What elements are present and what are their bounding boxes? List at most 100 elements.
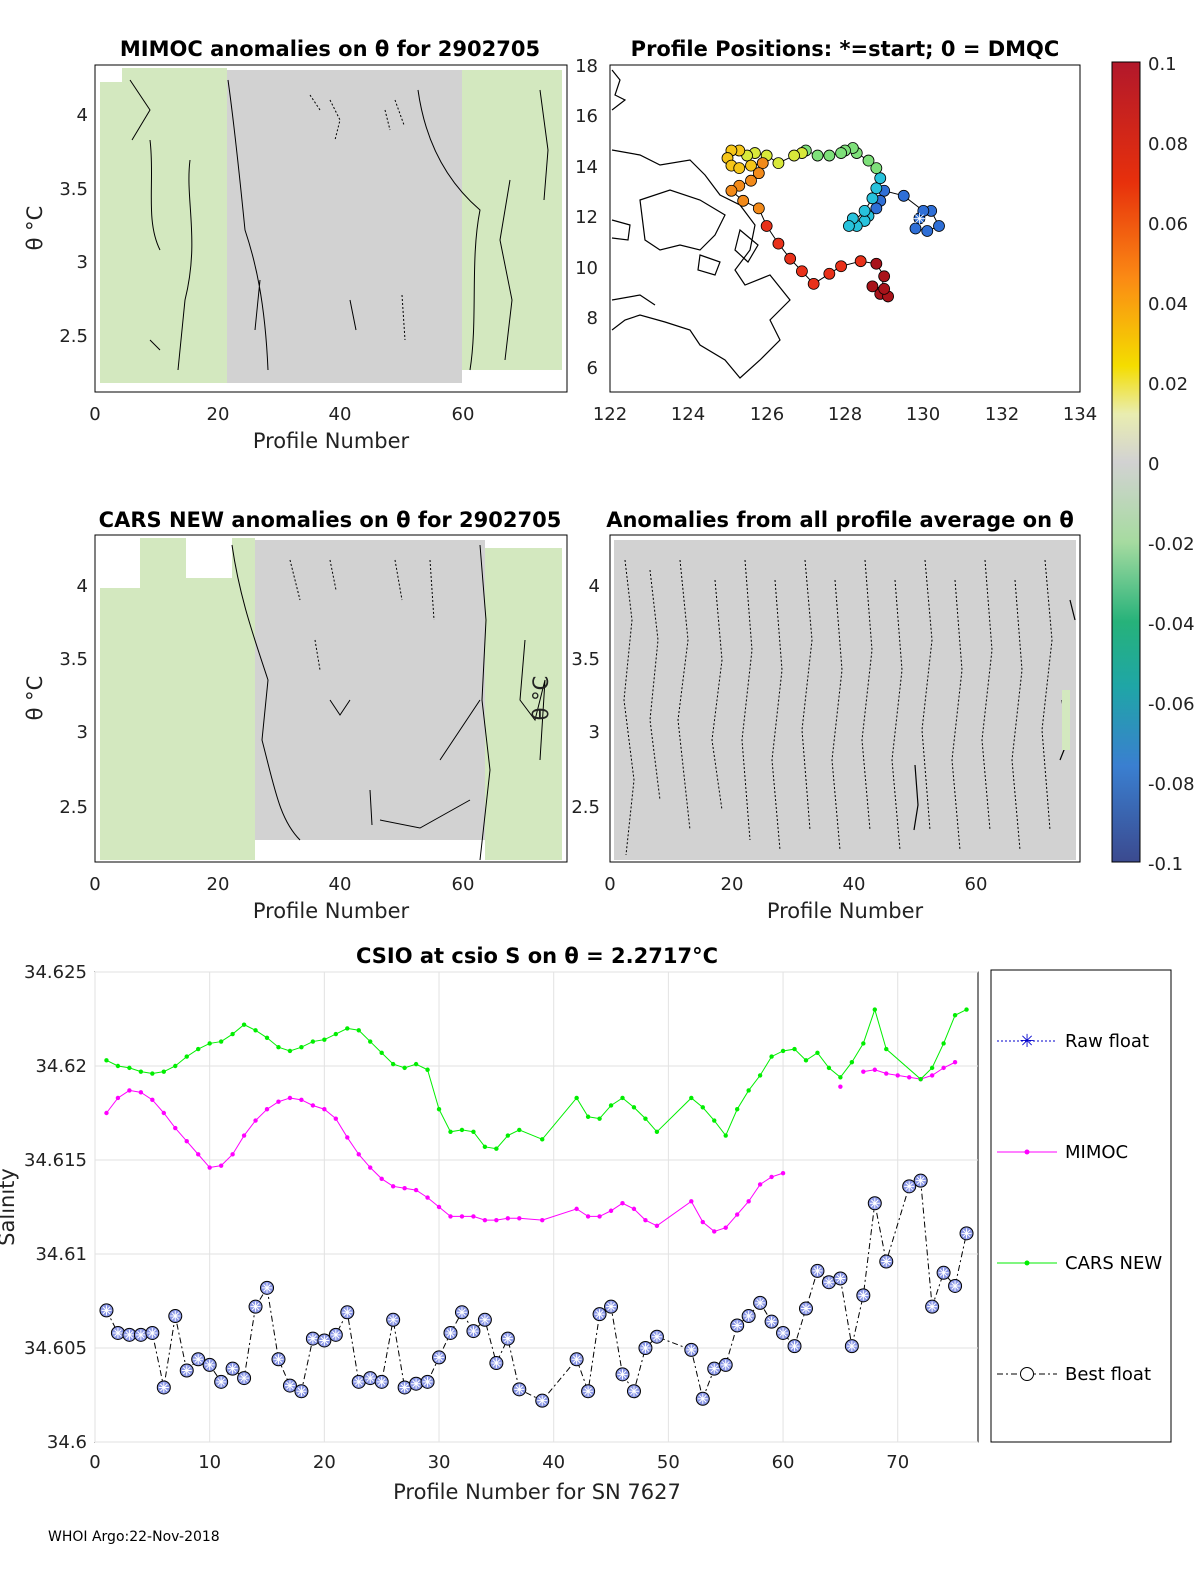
best-float-point bbox=[684, 1342, 699, 1357]
colorbar-tick: -0.1 bbox=[1148, 854, 1183, 875]
cars-new-point bbox=[459, 1127, 465, 1133]
best-float-point bbox=[569, 1352, 584, 1367]
mimoc-point bbox=[184, 1139, 189, 1144]
cars-new-point bbox=[356, 1028, 361, 1033]
cars-new-point bbox=[368, 1039, 373, 1044]
legend-best-marker bbox=[1020, 1367, 1034, 1381]
mimoc-xtick: 40 bbox=[329, 404, 352, 425]
salinity-xtick: 0 bbox=[89, 1452, 100, 1473]
profile-position-marker bbox=[752, 167, 765, 180]
legend-best-label: Best float bbox=[1065, 1364, 1151, 1385]
map-xtick: 134 bbox=[1063, 404, 1097, 425]
cars-new-point bbox=[700, 1105, 705, 1110]
cars-new-point bbox=[826, 1065, 832, 1071]
colorbar-gradient bbox=[1111, 61, 1141, 863]
allavg-ytick: 3.5 bbox=[571, 649, 600, 670]
salinity-xlabel: Profile Number for SN 7627 bbox=[393, 1480, 681, 1504]
mimoc-xtick: 60 bbox=[452, 404, 475, 425]
legend-mimoc-label: MIMOC bbox=[1065, 1142, 1128, 1163]
best-float-point bbox=[294, 1384, 309, 1399]
mimoc-point bbox=[104, 1110, 109, 1116]
mimoc-point bbox=[368, 1165, 373, 1170]
mimoc-point bbox=[906, 1075, 912, 1080]
profile-position-marker bbox=[823, 267, 836, 280]
salinity-xtick: 20 bbox=[313, 1452, 336, 1473]
mimoc-point bbox=[379, 1176, 384, 1182]
mimoc-point bbox=[345, 1135, 350, 1140]
cars-new-point bbox=[929, 1065, 935, 1071]
cars-new-point bbox=[517, 1127, 522, 1133]
mimoc-point bbox=[402, 1186, 407, 1191]
mimoc-ylabel: θ °C bbox=[23, 206, 47, 251]
cars-new-point bbox=[299, 1045, 304, 1050]
profile-position-marker bbox=[725, 184, 738, 197]
profile-position-marker bbox=[866, 192, 879, 205]
salinity-title: CSIO at csio S on θ = 2.2717°C bbox=[356, 944, 718, 968]
cars-new-point bbox=[184, 1054, 189, 1059]
cars-new-point bbox=[345, 1026, 350, 1031]
cars-new-point bbox=[264, 1035, 270, 1041]
mimoc-point bbox=[895, 1073, 900, 1078]
cars-new-point bbox=[425, 1067, 430, 1072]
best-float-point bbox=[282, 1378, 297, 1393]
cars-new-point bbox=[333, 1031, 339, 1037]
cars-new-point bbox=[872, 1007, 877, 1012]
best-float-point bbox=[844, 1339, 859, 1354]
profile-position-marker bbox=[874, 172, 887, 185]
cars-ytick: 4 bbox=[77, 576, 88, 597]
mimoc-point bbox=[230, 1152, 235, 1157]
mimoc-point bbox=[253, 1118, 258, 1123]
cars-new-point bbox=[230, 1031, 235, 1037]
best-float-point bbox=[156, 1380, 171, 1395]
cars-new-point bbox=[471, 1129, 476, 1135]
best-float-point bbox=[753, 1295, 768, 1310]
best-float-point bbox=[248, 1299, 263, 1314]
cars-new-point bbox=[746, 1088, 751, 1093]
mimoc-point bbox=[494, 1217, 499, 1223]
mimoc-point bbox=[689, 1199, 694, 1204]
best-float-point bbox=[179, 1363, 194, 1378]
best-float-point bbox=[145, 1325, 160, 1340]
best-float-point bbox=[374, 1374, 389, 1389]
salinity-xtick: 70 bbox=[886, 1452, 909, 1473]
mimoc-point bbox=[173, 1125, 178, 1131]
cars-new-point bbox=[402, 1065, 407, 1071]
cars-new-point bbox=[390, 1061, 396, 1067]
profile-position-marker bbox=[835, 147, 847, 159]
profile-position-marker bbox=[854, 255, 867, 268]
best-float-point bbox=[787, 1339, 802, 1354]
best-float-point bbox=[443, 1325, 458, 1340]
cars-new-point bbox=[540, 1137, 545, 1142]
best-float-point bbox=[454, 1305, 469, 1320]
salinity-grid bbox=[94, 971, 978, 1443]
mimoc-point bbox=[115, 1095, 121, 1101]
allavg-ylabel: θ °C bbox=[529, 676, 553, 721]
salinity-ytick: 34.615 bbox=[24, 1150, 87, 1171]
salinity-xticks: 0 10 20 30 40 50 60 70 bbox=[89, 1452, 909, 1473]
cars-new-point bbox=[276, 1045, 281, 1050]
best-float-point bbox=[305, 1331, 320, 1346]
allavg-panel: Anomalies from all profile average on θ … bbox=[529, 508, 1081, 923]
mimoc-point bbox=[746, 1199, 751, 1204]
start-star-marker: ✳ bbox=[913, 209, 926, 228]
allavg-ytick: 4 bbox=[589, 576, 600, 597]
map-ytick: 14 bbox=[575, 157, 598, 178]
cars-xtick: 40 bbox=[329, 874, 352, 895]
best-float-point bbox=[695, 1391, 710, 1406]
mimoc-yticks: 2.5 3 3.5 4 bbox=[59, 105, 88, 347]
profile-position-marker bbox=[870, 202, 883, 215]
cars-new-point bbox=[631, 1105, 637, 1110]
legend-mimoc-marker bbox=[1024, 1149, 1030, 1155]
mimoc-point bbox=[643, 1217, 648, 1223]
mimoc-xtick: 20 bbox=[207, 404, 230, 425]
colorbar-tick: -0.08 bbox=[1148, 774, 1195, 795]
best-float-point bbox=[466, 1324, 481, 1339]
legend-raw-marker: ✳ bbox=[1019, 1031, 1034, 1052]
best-float-point bbox=[477, 1312, 492, 1327]
cars-new-point bbox=[241, 1022, 247, 1027]
cars-new-point bbox=[769, 1054, 774, 1059]
profile-position-marker bbox=[897, 189, 910, 202]
profile-position-marker bbox=[760, 220, 773, 232]
cars-new-point bbox=[792, 1046, 797, 1052]
salinity-ytick: 34.6 bbox=[47, 1432, 87, 1453]
